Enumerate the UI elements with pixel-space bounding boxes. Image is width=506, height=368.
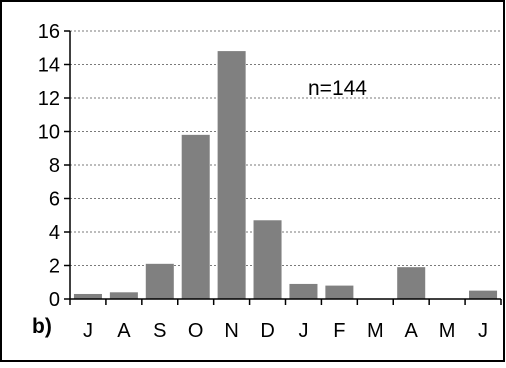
y-tick-label-6: 6 [49, 189, 60, 211]
bar-8-F [325, 285, 354, 299]
bar-4-O [181, 134, 210, 299]
bar-2-A [109, 292, 138, 299]
bar-10-A [397, 267, 426, 299]
sample-size-annotation: n=144 [308, 77, 367, 100]
x-tick-label-11-M: M [439, 320, 456, 342]
bars [73, 51, 498, 300]
bar-1-J [73, 293, 102, 299]
axes [64, 30, 502, 305]
x-tick-label-4-O: O [188, 320, 204, 342]
y-tick-label-16: 16 [38, 21, 60, 43]
bar-7-J [289, 283, 318, 299]
y-tick-label-4: 4 [49, 222, 60, 244]
x-tick-label-8-F: F [333, 320, 345, 342]
bar-3-S [145, 263, 174, 299]
y-tick-label-8: 8 [49, 155, 60, 177]
y-tick-labels: 0 2 4 6 8 10 12 14 16 [38, 21, 60, 311]
x-tick-label-3-S: S [153, 320, 166, 342]
x-tick-label-9-M: M [367, 320, 384, 342]
x-tick-label-10-A: A [405, 320, 419, 342]
bar-12-J [469, 290, 498, 300]
x-tick-label-2-A: A [117, 320, 131, 342]
y-tick-label-12: 12 [38, 88, 60, 110]
y-tick-label-0: 0 [49, 289, 60, 311]
x-tick-label-5-N: N [224, 320, 238, 342]
x-tick-label-6-D: D [260, 320, 274, 342]
y-tick-label-14: 14 [38, 55, 60, 77]
panel-label: b) [32, 315, 52, 338]
y-tick-label-2: 2 [49, 256, 60, 278]
x-tick-label-7-J: J [298, 320, 308, 342]
y-tick-label-10: 10 [38, 122, 60, 144]
x-tick-label-1-J: J [83, 320, 93, 342]
bar-6-D [253, 220, 282, 299]
bar-5-N [217, 51, 246, 299]
x-tick-label-12-J: J [478, 320, 488, 342]
